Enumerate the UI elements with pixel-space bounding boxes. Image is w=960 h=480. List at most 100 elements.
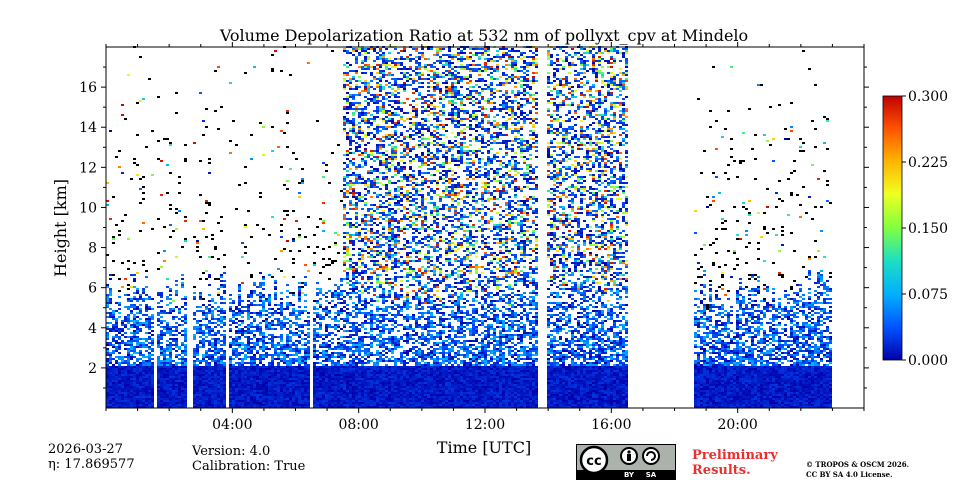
heatmap-cell [358,230,361,232]
heatmap-cell [343,378,346,380]
heatmap-cell [175,368,178,370]
heatmap-cell [118,336,121,338]
heatmap-cell [352,224,355,226]
heatmap-cell [382,76,385,78]
heatmap-cell [172,384,175,386]
heatmap-cell [115,390,118,392]
heatmap-cell [163,320,166,322]
heatmap-cell [199,398,202,400]
heatmap-cell [199,320,202,322]
heatmap-cell [217,288,220,290]
heatmap-cell [385,162,388,164]
heatmap-cell [292,210,295,212]
heatmap-cell [367,386,370,388]
heatmap-cell [271,358,274,360]
heatmap-cell [217,358,220,360]
heatmap-cell [343,106,346,108]
heatmap-cell [316,302,319,304]
heatmap-cell [355,388,358,390]
heatmap-cell [382,296,385,298]
heatmap-cell [346,368,349,370]
heatmap-cell [235,354,238,356]
heatmap-cell [217,332,220,334]
heatmap-cell [385,66,388,68]
heatmap-cell [250,384,253,386]
heatmap-cell [241,242,244,244]
heatmap-column [307,62,310,408]
heatmap-cell [118,234,121,236]
heatmap-cell [367,156,370,158]
heatmap-column [115,156,118,408]
heatmap-cell [193,334,196,336]
heatmap-cell [388,384,391,386]
heatmap-cell [382,72,385,74]
heatmap-cell [244,392,247,394]
heatmap-cell [166,402,169,404]
heatmap-cell [316,368,319,370]
heatmap-cell [340,386,343,388]
heatmap-cell [364,282,367,284]
heatmap-cell [367,390,370,392]
heatmap-cell [292,362,295,364]
heatmap-cell [205,372,208,374]
heatmap-cell [232,316,235,318]
heatmap-cell [256,400,259,402]
heatmap-cell [367,406,370,408]
heatmap-cell [385,178,388,180]
heatmap-cell [349,394,352,396]
heatmap-cell [301,378,304,380]
heatmap-cell [166,380,169,382]
heatmap-cell [370,132,373,134]
heatmap-cell [127,394,130,396]
heatmap-cell [232,364,235,366]
heatmap-cell [115,330,118,332]
heatmap-cell [118,312,121,314]
heatmap-cell [259,122,262,124]
heatmap-cell [271,312,274,314]
heatmap-cell [106,296,109,298]
heatmap-cell [370,172,373,174]
heatmap-cell [238,394,241,396]
heatmap-cell [250,366,253,368]
heatmap-cell [163,378,166,380]
heatmap-cell [346,50,349,52]
heatmap-cell [112,330,115,332]
heatmap-cell [169,342,172,344]
heatmap-cell [370,400,373,402]
heatmap-cell [193,370,196,372]
heatmap-cell [172,308,175,310]
heatmap-cell [244,396,247,398]
heatmap-cell [280,70,283,72]
heatmap-cell [382,140,385,142]
heatmap-cell [298,300,301,302]
heatmap-cell [205,108,208,110]
heatmap-cell [235,386,238,388]
heatmap-cell [196,380,199,382]
heatmap-cell [205,396,208,398]
heatmap-cell [346,190,349,192]
heatmap-cell [238,298,241,300]
heatmap-cell [160,336,163,338]
heatmap-cell [175,338,178,340]
heatmap-cell [322,310,325,312]
heatmap-cell [346,340,349,342]
heatmap-cell [346,108,349,110]
heatmap-cell [292,378,295,380]
heatmap-cell [199,370,202,372]
heatmap-cell [280,166,283,168]
heatmap-column [322,162,325,408]
heatmap-cell [385,188,388,190]
heatmap-cell [343,380,346,382]
heatmap-cell [349,222,352,224]
heatmap-cell [205,360,208,362]
heatmap-cell [136,390,139,392]
heatmap-column [118,150,121,408]
heatmap-cell [262,378,265,380]
heatmap-cell [235,326,238,328]
heatmap-cell [145,376,148,378]
heatmap-cell [157,368,160,370]
heatmap-cell [382,300,385,302]
heatmap-cell [235,406,238,408]
heatmap-cell [211,338,214,340]
heatmap-cell [343,154,346,156]
